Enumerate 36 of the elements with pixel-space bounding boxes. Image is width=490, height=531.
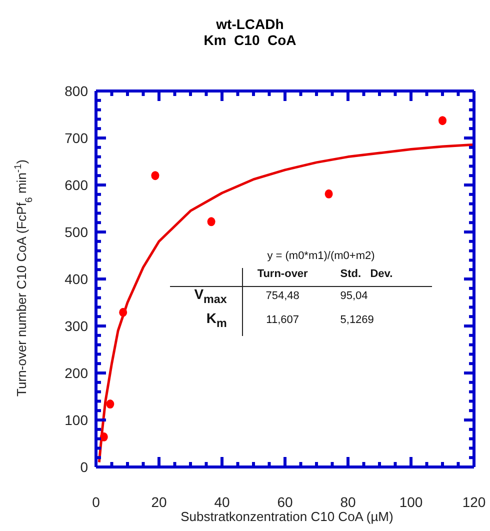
annotation: Turn-over [256, 267, 309, 282]
chart-title: wt-LCADh [215, 16, 285, 32]
x-tick-label: 60 [277, 494, 293, 510]
x-tick-label: 120 [462, 494, 486, 510]
annotation: 754,48 [264, 289, 300, 304]
x-axis-title: Substratkonzentration C10 CoA (µM) [180, 509, 394, 524]
x-tick-label: 40 [214, 494, 230, 510]
y-tick-label: 500 [64, 224, 88, 240]
y-tick-label: 700 [64, 130, 88, 146]
point [106, 400, 114, 409]
annotation: 95,04 [339, 289, 369, 304]
annotation: y = (m0*m1)/(m0+m2) [266, 250, 376, 262]
line-series [98, 143, 474, 464]
point [151, 171, 160, 180]
y-tick-label: 100 [64, 412, 88, 428]
point [119, 308, 128, 317]
point [438, 116, 446, 126]
x-tick-label: 100 [399, 494, 423, 510]
x-tick-label: 20 [151, 494, 167, 510]
annotation: K$_{m}$ [205, 309, 228, 332]
y-tick-label: 0 [80, 459, 88, 475]
annotation: V$_{max}$ [193, 285, 228, 308]
point [100, 432, 108, 442]
annotation: 5,1269 [339, 313, 375, 328]
x-tick-label: 0 [92, 494, 100, 510]
y-tick-label: 200 [64, 365, 88, 381]
x-tick-label: 80 [340, 494, 356, 510]
y-tick-label: 300 [64, 318, 88, 334]
chart-subtitle: Km C10 CoA [204, 32, 296, 48]
y-tick-label: 800 [64, 83, 88, 99]
point [324, 189, 333, 198]
y-tick-label: 400 [64, 271, 88, 287]
point [207, 217, 216, 226]
annotation: Std. Dev. [339, 267, 394, 282]
y-tick-label: 600 [64, 177, 88, 193]
annotation: 11,607 [265, 313, 300, 328]
